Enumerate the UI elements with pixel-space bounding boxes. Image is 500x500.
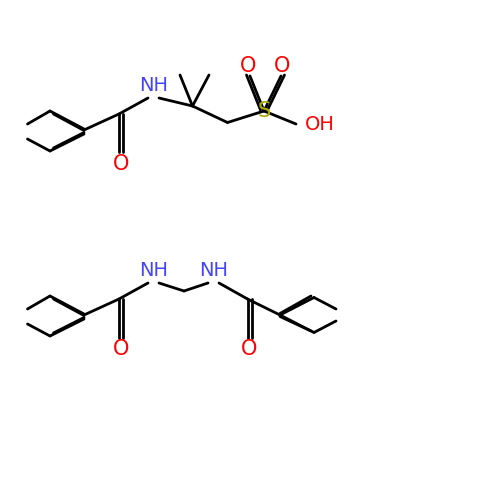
- Text: O: O: [274, 56, 290, 76]
- Text: NH: NH: [199, 262, 228, 280]
- Text: S: S: [258, 101, 270, 121]
- Text: OH: OH: [305, 116, 335, 134]
- Text: O: O: [242, 339, 258, 359]
- Text: O: O: [240, 56, 256, 76]
- Text: NH: NH: [139, 262, 168, 280]
- Text: O: O: [113, 154, 129, 174]
- Text: NH: NH: [139, 76, 168, 96]
- Text: O: O: [113, 339, 129, 359]
